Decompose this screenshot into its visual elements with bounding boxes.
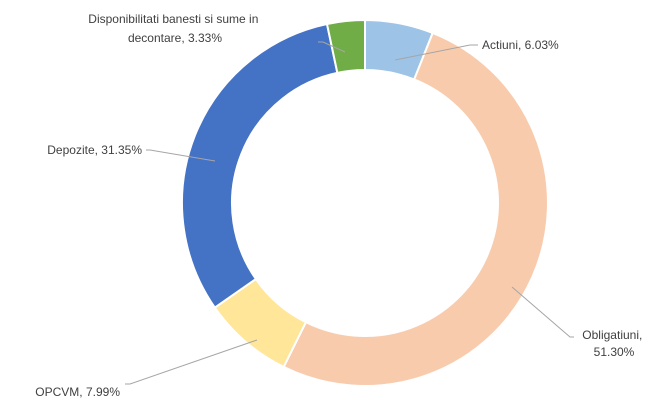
slice-disponibilitati: [325, 18, 366, 75]
leader-line-depozite: [146, 149, 216, 162]
label-opcvm: OPCVM, 7.99%: [35, 385, 120, 399]
label-depozite: Depozite, 31.35%: [47, 143, 142, 157]
leader-lines: [125, 41, 574, 385]
label-actiuni: Actiuni, 6.03%: [482, 38, 559, 52]
slice-obligatiuni: [282, 31, 549, 387]
leader-line-obligatiuni: [511, 286, 574, 338]
label-obligatiuni: Obligatiuni, 51.30%: [582, 328, 645, 359]
leader-line-disponibilitati: [318, 41, 346, 53]
chart-slices: [181, 18, 549, 387]
label-disponibilitati: Disponibilitati banesti si sume in decon…: [88, 12, 261, 45]
leader-line-actiuni: [394, 44, 478, 61]
leader-line-opcvm: [125, 339, 258, 385]
data-labels: Actiuni, 6.03% Obligatiuni, 51.30% OPCVM…: [35, 12, 645, 399]
slice-depozite: [181, 22, 339, 309]
